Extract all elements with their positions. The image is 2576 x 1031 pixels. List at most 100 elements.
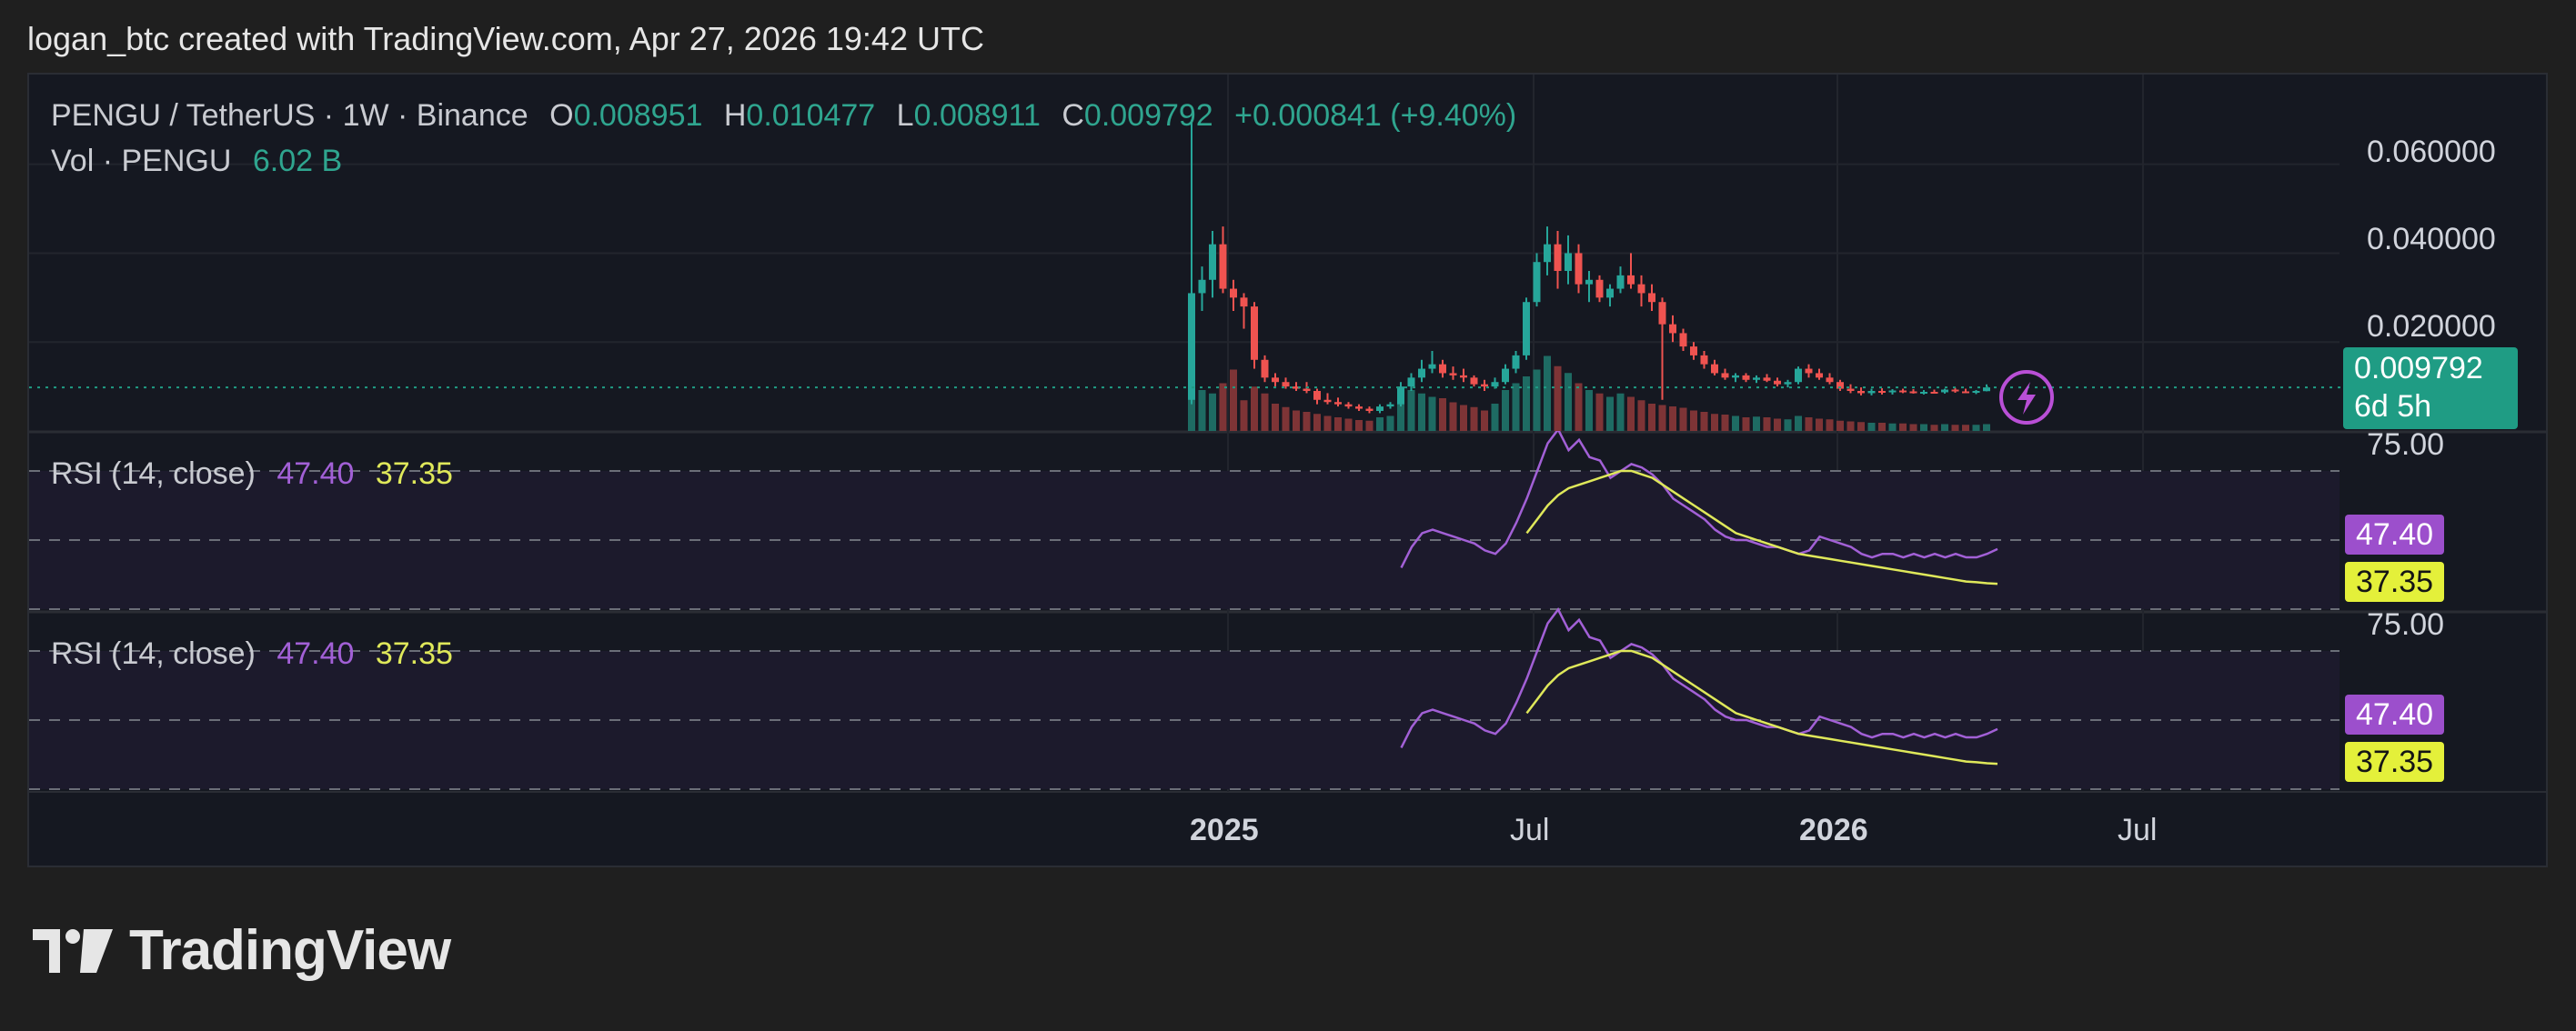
volume-bar [1753,416,1760,431]
volume-bar [1376,417,1384,431]
brand-name: TradingView [129,919,451,982]
volume-bar [1606,396,1614,431]
candle-body [1941,389,1948,393]
symbol-label[interactable]: PENGU / TetherUS · 1W · Binance [51,98,528,133]
high-value: 0.010477 [746,98,876,133]
rsi-legend: RSI (14, close) 47.40 37.35 [51,456,453,492]
candle-body [1700,355,1708,365]
candle-body [1439,364,1446,374]
candle-body [1533,262,1541,303]
volume-bar [1481,410,1488,431]
candle-body [1836,382,1844,389]
volume-bar [1983,424,1990,431]
candle-body [1795,368,1802,383]
volume-bar [1575,383,1583,431]
time-tick: Jul [2118,813,2158,847]
volume-bar [1867,423,1876,431]
rsi-value: 47.40 [277,456,355,491]
candle-body [1909,391,1917,394]
time-tick: Jul [1510,813,1550,847]
open-value: 0.008951 [573,98,703,133]
volume-bar [1407,390,1415,431]
candle-body [1219,244,1227,289]
volume-bar [1805,417,1813,431]
candle-body [1606,288,1614,298]
candle-body [1805,368,1813,374]
rsi-ma-line [1525,649,1998,766]
price-tick: 0.060000 [2367,135,2496,169]
candle-body [1344,404,1353,407]
volume-label[interactable]: Vol · PENGU [51,144,232,178]
rsi-title[interactable]: RSI (14, close) [51,456,256,491]
candle-body [1209,244,1216,280]
volume-bar [1962,425,1969,431]
volume-bar [1899,423,1907,431]
candle-body [1774,380,1781,385]
candle-body [1637,284,1645,294]
candle-body [1386,404,1394,407]
candle-body [1334,402,1342,405]
tradingview-logo[interactable]: TradingView [33,918,451,983]
volume-bar [1846,421,1855,431]
chart-panel[interactable]: PENGU / TetherUS · 1W · Binance O0.00895… [27,73,2548,867]
rsi-ma-line [1525,469,1998,586]
volume-bar [1261,393,1269,431]
high-label: H [723,98,747,133]
candle-body [1240,297,1248,307]
rsi-value-tag: 47.40 [2345,515,2445,555]
candle-body [1899,390,1907,393]
candle-body [1188,293,1195,400]
volume-bar [1365,420,1374,431]
candle-body [1595,279,1604,298]
candle-body [1711,364,1718,374]
volume-bar [1512,383,1520,431]
rsi-line [1400,607,1998,748]
candle-body [1481,384,1488,387]
volume-bar [1565,373,1572,431]
rsi-axis-tick: 75.00 [2367,607,2445,642]
volume-bar [1397,404,1404,431]
volume-bar [1836,420,1844,431]
candle-body [1512,355,1520,369]
volume-bar [1323,415,1332,431]
low-label: L [896,98,914,133]
volume-bar [1669,406,1676,431]
candle-body [1826,377,1834,383]
price-tick: 0.040000 [2367,222,2496,256]
candle-body [1763,377,1771,381]
volume-bar [1230,369,1237,431]
candle-body [1470,377,1478,385]
volume-bar [1544,355,1551,431]
candle-body [1365,408,1374,411]
candle-body [1502,368,1509,383]
time-tick: 2025 [1190,813,1259,847]
volume-bar [1816,418,1823,431]
candle-body [1261,359,1269,378]
rsi-ma-value: 37.35 [375,456,453,491]
candle-body [1983,387,1990,392]
candle-body [1303,388,1311,391]
volume-bar [1355,420,1363,431]
volume-legend: Vol · PENGU 6.02 B [51,144,342,179]
candle-body [1230,288,1237,298]
volume-bar [1554,365,1562,431]
rsi-title[interactable]: RSI (14, close) [51,636,256,671]
volume-bar [1930,425,1938,431]
lightning-icon [1999,370,2054,425]
lightning-icon [2018,382,2036,415]
chart-canvas[interactable] [29,75,2546,866]
candle-body [1460,375,1467,378]
rsi-legend: RSI (14, close) 47.40 37.35 [51,636,453,672]
candle-body [1742,375,1750,380]
candle-body [1721,373,1729,378]
candle-body [1428,364,1436,369]
volume-bar [1951,425,1959,431]
last-price-tag: 0.009792 6d 5h [2343,347,2518,429]
volume-bar [1386,415,1394,431]
volume-bar [1251,386,1258,431]
volume-bar [1491,404,1499,431]
volume-bar [1470,406,1478,431]
candle-body [1732,375,1739,378]
candle-body [1784,382,1792,385]
volume-bar [1209,393,1216,431]
